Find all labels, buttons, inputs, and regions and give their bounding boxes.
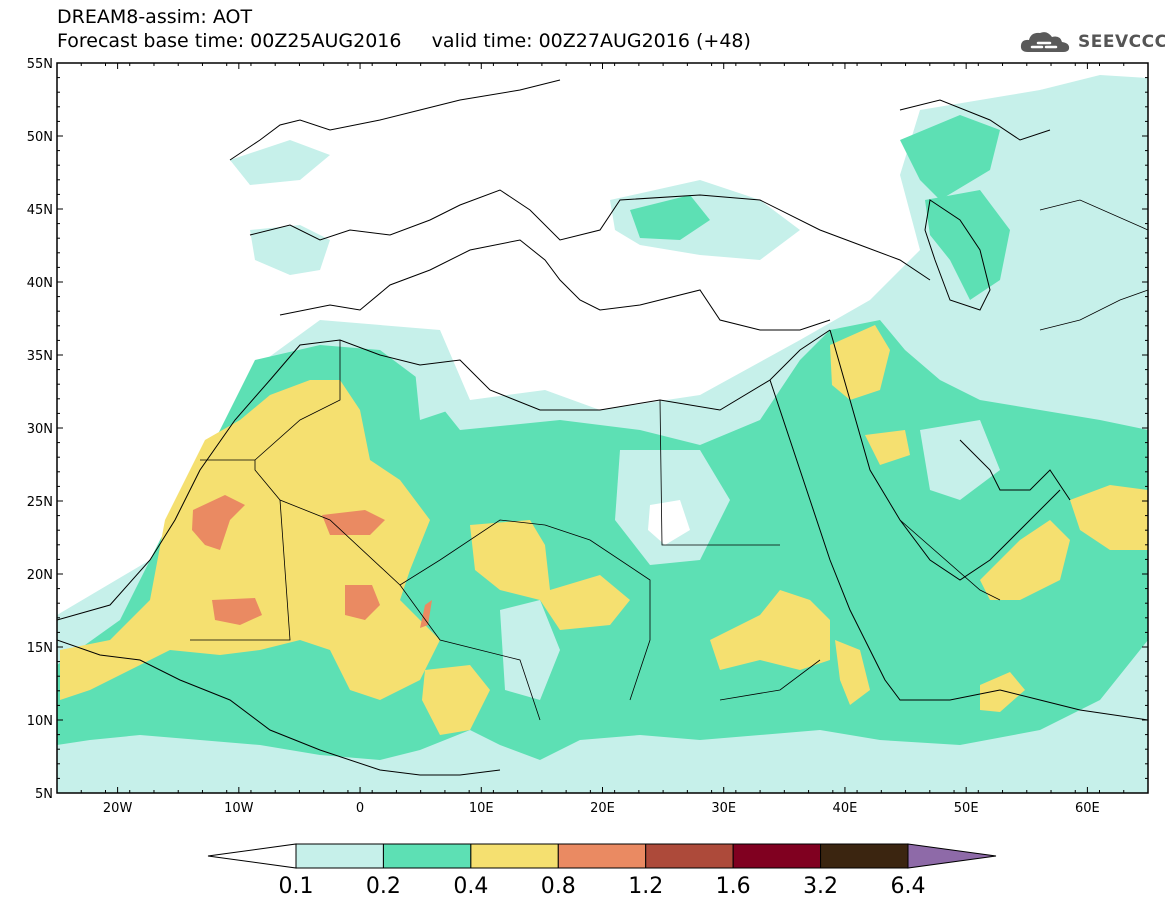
colorbar-box: [295, 843, 384, 869]
colorbar-box: [382, 843, 472, 869]
lat-label: 55N: [27, 57, 53, 72]
colorbar-label: 1.2: [628, 874, 663, 899]
lon-label: 60E: [1075, 801, 1100, 816]
colorbar-box: [557, 843, 647, 869]
colorbar-box: [732, 843, 822, 869]
lat-label: 10N: [27, 714, 53, 729]
aot-level-0-4: [60, 325, 1148, 735]
lat-label: 30N: [27, 422, 53, 437]
lon-label: 30E: [711, 801, 736, 816]
lat-label: 40N: [27, 276, 53, 291]
lon-label: 40E: [833, 801, 858, 816]
seevccc-logo: SEEVCCC: [1018, 25, 1165, 59]
lat-label: 15N: [27, 641, 53, 656]
lon-label: 10W: [224, 801, 254, 816]
lon-label: 20E: [590, 801, 615, 816]
lon-label: 20W: [103, 801, 133, 816]
lat-label: 25N: [27, 495, 53, 510]
colorbar-label: 0.4: [453, 874, 488, 899]
coastlines: [57, 79, 1148, 776]
lat-label: 45N: [27, 203, 53, 218]
aot-field: [57, 75, 1148, 793]
borders: [190, 199, 1148, 721]
colorbar-box: [470, 843, 559, 869]
aot-level-0-8: [192, 495, 432, 628]
colorbar-label: 0.8: [541, 874, 576, 899]
lat-label: 35N: [27, 349, 53, 364]
colorbar-label: 0.2: [366, 874, 401, 899]
colorbar-label: 1.6: [716, 874, 751, 899]
colorbar-box: [820, 843, 909, 869]
colorbar-label: 3.2: [803, 874, 838, 899]
colorbar-label: 6.4: [891, 874, 926, 899]
lat-label: 5N: [35, 787, 53, 802]
lon-label: 50E: [954, 801, 979, 816]
colorbar-label: 0.1: [279, 874, 314, 899]
colorbar-low-arrow: [207, 843, 297, 869]
colorbar-box: [645, 843, 734, 869]
lon-label: 0: [356, 801, 364, 816]
lon-label: 10E: [469, 801, 494, 816]
cloud-icon: [1020, 32, 1070, 52]
forecast-time-line: Forecast base time: 00Z25AUG2016 valid t…: [57, 30, 751, 52]
colorbar-high-arrow: [907, 843, 997, 869]
lat-label: 50N: [27, 130, 53, 145]
logo-text: SEEVCCC: [1078, 32, 1165, 52]
lat-label: 20N: [27, 568, 53, 583]
chart-title: DREAM8-assim: AOT: [57, 6, 253, 28]
aot-clear-patch: [648, 500, 690, 545]
